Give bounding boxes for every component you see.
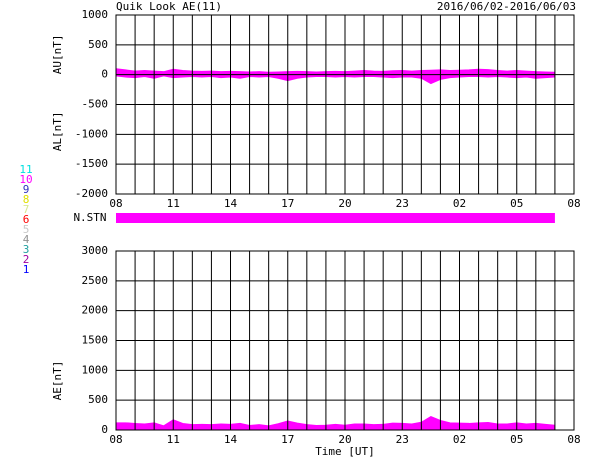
area-line — [116, 416, 555, 427]
y-tick-label: -1000 — [75, 127, 108, 140]
plot-frame — [115, 14, 575, 195]
x-tick-label: 08 — [109, 197, 122, 210]
y-axis-label: AE[nT] — [51, 361, 64, 401]
y-axis-label: AU[nT] — [51, 35, 64, 75]
area-line — [115, 68, 555, 73]
legend-label: 1 — [23, 263, 30, 276]
x-tick-label: 08 — [567, 433, 580, 446]
x-tick-label: 11 — [167, 433, 180, 446]
y-tick-label: 2000 — [82, 304, 109, 317]
legend-label: 7 — [23, 203, 30, 216]
chart-title: Quik Look AE(11) — [116, 0, 222, 13]
x-tick-label: 11 — [167, 197, 180, 210]
legend-label: 5 — [23, 223, 30, 236]
y-tick-label: 1500 — [82, 334, 109, 347]
y-tick-label: 3000 — [82, 244, 109, 257]
y-tick-label: 1000 — [82, 8, 109, 21]
legend-label: 11 — [19, 163, 32, 176]
legend-label: 9 — [23, 183, 30, 196]
y-tick-label: 0 — [101, 423, 108, 436]
legend-label: 4 — [23, 233, 30, 246]
y-tick-label: 500 — [88, 38, 108, 51]
legend-label: 8 — [23, 193, 30, 206]
x-tick-label: 23 — [396, 197, 409, 210]
x-tick-label: 02 — [453, 433, 466, 446]
x-tick-label: 17 — [281, 197, 294, 210]
x-tick-label: 23 — [396, 433, 409, 446]
y-tick-label: 0 — [101, 68, 108, 81]
x-tick-label: 17 — [281, 433, 294, 446]
x-tick-label: 05 — [510, 197, 523, 210]
y-tick-label: -2000 — [75, 187, 108, 200]
x-tick-label: 20 — [338, 433, 351, 446]
y-tick-label: 2500 — [82, 274, 109, 287]
x-tick-label: 05 — [510, 433, 523, 446]
y-tick-label: 1000 — [82, 363, 109, 376]
x-tick-label: 14 — [224, 433, 238, 446]
nstn-bar — [116, 213, 555, 223]
area-line — [115, 75, 555, 85]
date-range: 2016/06/02-2016/06/03 — [437, 0, 576, 13]
legend-label: 3 — [23, 243, 30, 256]
x-tick-label: 02 — [453, 197, 466, 210]
plot-frame — [115, 250, 575, 431]
x-tick-label: 08 — [567, 197, 580, 210]
legend-label: 10 — [19, 173, 32, 186]
legend-label: 2 — [23, 253, 30, 266]
x-axis-label: Time [UT] — [315, 445, 375, 458]
y-tick-label: -1500 — [75, 157, 108, 170]
x-tick-label: 14 — [224, 197, 238, 210]
x-tick-label: 08 — [109, 433, 122, 446]
y-axis-label: AL[nT] — [51, 111, 64, 151]
nstn-label: N.STN — [73, 211, 106, 224]
x-tick-label: 20 — [338, 197, 351, 210]
legend-label: 6 — [23, 213, 30, 226]
y-tick-label: -500 — [82, 98, 109, 111]
area-fill — [116, 416, 555, 430]
y-tick-label: 500 — [88, 393, 108, 406]
